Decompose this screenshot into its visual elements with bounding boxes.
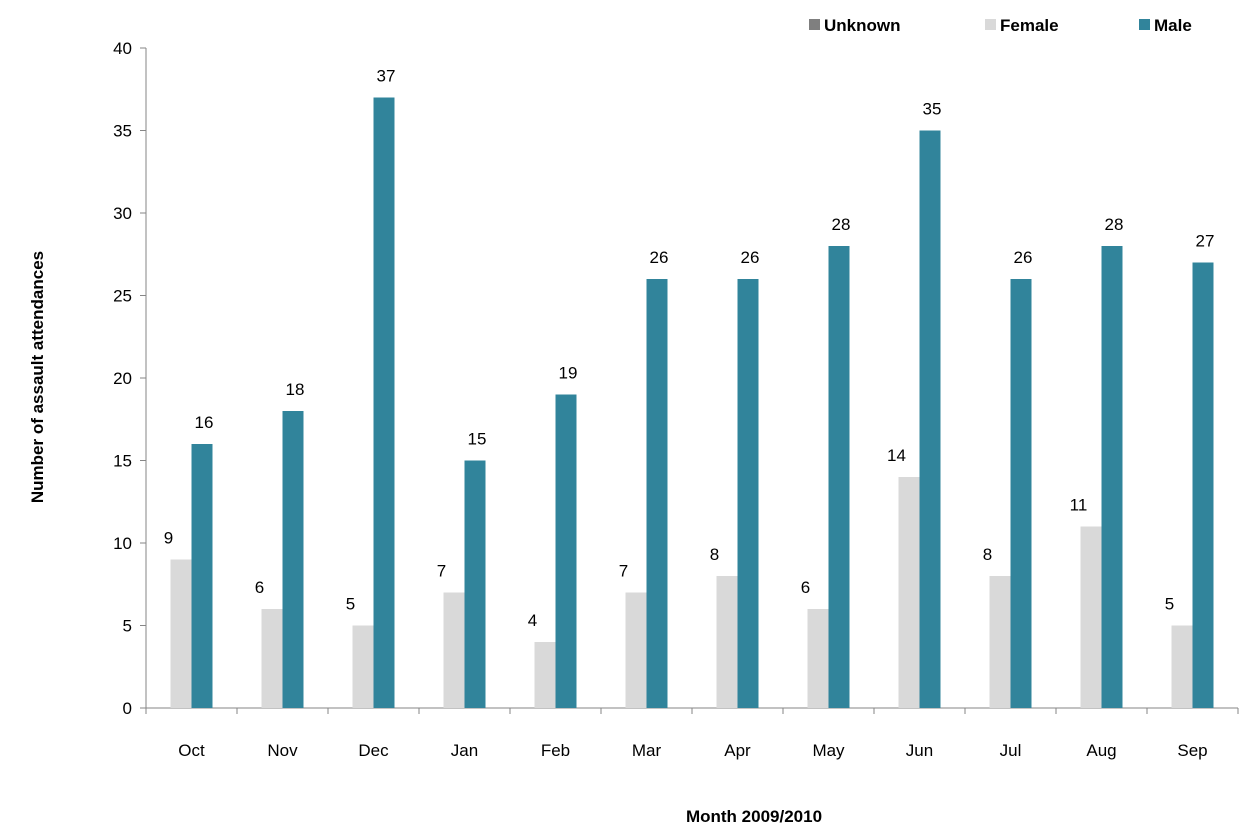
y-tick-label: 5 — [123, 617, 132, 636]
x-tick-label: Aug — [1086, 741, 1116, 760]
bar-female — [352, 625, 374, 708]
x-tick-label: Jul — [1000, 741, 1022, 760]
bar-male — [464, 460, 486, 708]
bar-male — [1192, 262, 1214, 708]
bar-female — [807, 609, 829, 708]
bar-male — [646, 279, 668, 708]
x-tick-label: Apr — [724, 741, 751, 760]
x-tick-label: Dec — [358, 741, 389, 760]
y-axis-title: Number of assault attendances — [28, 251, 47, 503]
legend-label-unknown: Unknown — [824, 16, 901, 35]
y-tick-label: 0 — [123, 699, 132, 718]
x-tick-label: Mar — [632, 741, 662, 760]
legend-label-female: Female — [1000, 16, 1059, 35]
y-tick-label: 30 — [113, 204, 132, 223]
data-label-male: 37 — [377, 67, 396, 86]
y-axis: 0 5 10 15 20 25 30 35 40 — [113, 39, 147, 718]
legend-swatch-unknown — [809, 19, 820, 30]
bar-male — [919, 130, 941, 708]
data-label-female: 6 — [801, 578, 810, 597]
data-label-female: 5 — [1165, 595, 1174, 614]
legend-swatch-male — [1139, 19, 1150, 30]
bar-male — [737, 279, 759, 708]
x-tick-label: May — [812, 741, 845, 760]
x-tick-label: Jun — [906, 741, 933, 760]
data-label-female: 11 — [1070, 496, 1088, 515]
x-tick-label: Nov — [267, 741, 298, 760]
data-label-male: 26 — [741, 248, 760, 267]
bar-female — [625, 592, 647, 708]
data-label-female: 8 — [983, 545, 992, 564]
bar-female — [170, 559, 192, 708]
x-axis: Oct Nov Dec Jan Feb Mar Apr May Jun Jul Aug Sep — [145, 707, 1239, 760]
bar-female — [1080, 526, 1102, 708]
data-label-male: 28 — [832, 215, 851, 234]
y-tick-label: 15 — [113, 452, 132, 471]
data-label-male: 18 — [286, 380, 305, 399]
x-tick-label: Feb — [541, 741, 570, 760]
data-label-female: 6 — [255, 578, 264, 597]
y-tick-label: 20 — [113, 369, 132, 388]
legend: Unknown Female Male — [809, 16, 1192, 35]
data-label-female: 5 — [346, 595, 355, 614]
data-label-male: 19 — [559, 364, 578, 383]
data-label-female: 14 — [887, 446, 906, 465]
data-labels: 9 16 6 18 5 37 7 15 4 19 7 26 8 26 6 28 14 35 8 26 11 28 5 27 — [164, 67, 1215, 631]
bar-female — [534, 642, 556, 708]
y-tick-label: 35 — [113, 122, 132, 141]
bar-male — [828, 246, 850, 708]
bar-female — [1171, 625, 1193, 708]
data-label-female: 7 — [437, 562, 446, 581]
bar-female — [898, 477, 920, 708]
data-label-male: 27 — [1196, 232, 1215, 251]
x-tick-label: Jan — [451, 741, 478, 760]
bar-male — [555, 394, 577, 708]
bar-female — [989, 576, 1011, 708]
bar-male — [282, 411, 304, 708]
data-label-female: 8 — [710, 545, 719, 564]
bar-male — [373, 97, 395, 708]
data-label-female: 9 — [164, 529, 173, 548]
data-label-male: 26 — [1014, 248, 1033, 267]
data-label-female: 7 — [619, 562, 628, 581]
x-tick-label: Sep — [1177, 741, 1207, 760]
y-tick-label: 40 — [113, 39, 132, 58]
bar-female — [443, 592, 465, 708]
data-label-male: 26 — [650, 248, 669, 267]
data-label-male: 15 — [468, 430, 487, 449]
bar-male — [1010, 279, 1032, 708]
data-label-male: 28 — [1105, 215, 1124, 234]
y-tick-label: 25 — [113, 287, 132, 306]
bar-female — [716, 576, 738, 708]
data-label-male: 16 — [195, 413, 214, 432]
data-label-female: 4 — [528, 611, 537, 630]
x-axis-title: Month 2009/2010 — [686, 807, 822, 826]
bar-female — [261, 609, 283, 708]
bar-male — [1101, 246, 1123, 708]
legend-swatch-female — [985, 19, 996, 30]
y-tick-label: 10 — [113, 534, 132, 553]
legend-label-male: Male — [1154, 16, 1192, 35]
bars — [170, 97, 1214, 708]
x-tick-label: Oct — [178, 741, 205, 760]
data-label-male: 35 — [923, 100, 942, 119]
bar-male — [191, 444, 213, 708]
